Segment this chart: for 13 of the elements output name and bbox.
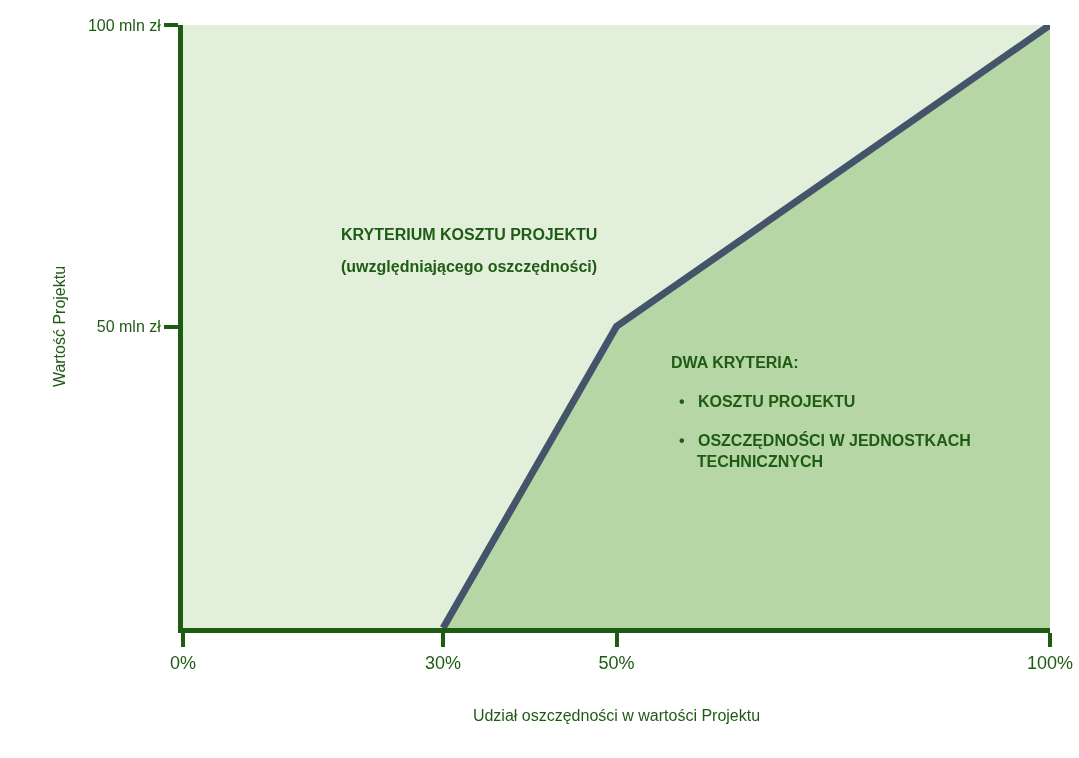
- y-tick-label: 50 mln zł: [96, 318, 162, 336]
- x-axis-title: Udział oszczędności w wartości Projektu: [472, 707, 761, 725]
- annotation: KRYTERIUM KOSZTU PROJEKTU: [341, 226, 598, 243]
- annotation: • OSZCZĘDNOŚCI W JEDNOSTKACH TECHNICZNYCH: [679, 431, 971, 470]
- annotation: DWA KRYTERIA:: [671, 354, 799, 371]
- y-axis-title: Wartość Projektu: [50, 265, 68, 388]
- x-tick-label: 0%: [169, 652, 197, 673]
- annotation: • KOSZTU PROJEKTU: [679, 393, 856, 410]
- annotation: (uwzględniającego oszczędności): [341, 258, 598, 275]
- y-tick-label: 100 mln zł: [87, 16, 162, 34]
- x-tick-label: 100%: [1026, 652, 1074, 673]
- x-tick-label: 30%: [425, 652, 462, 673]
- x-tick-label: 50%: [598, 652, 635, 673]
